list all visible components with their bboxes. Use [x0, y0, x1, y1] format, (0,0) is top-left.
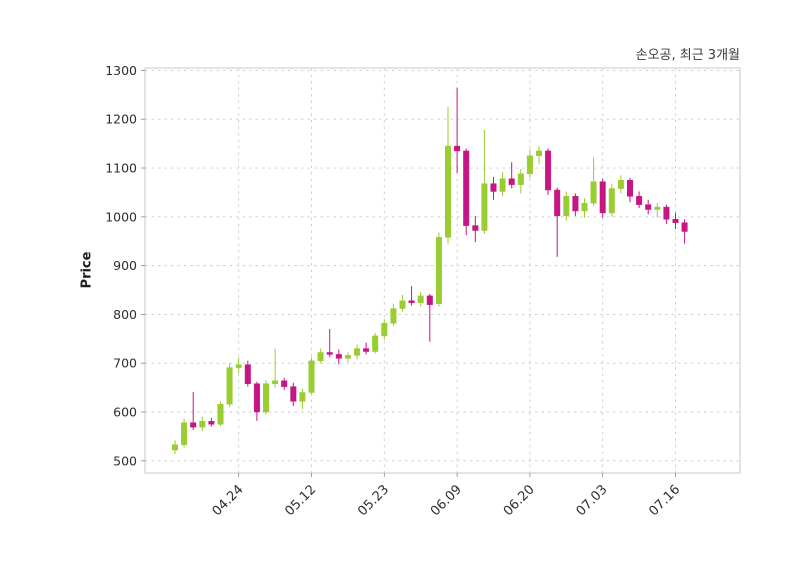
candle-body: [445, 145, 451, 238]
candle-body: [617, 179, 624, 189]
chart-title: 손오공, 최근 3개월: [635, 48, 740, 63]
candle-body: [636, 196, 643, 205]
candle-body: [581, 202, 588, 212]
plot-area: [145, 68, 740, 473]
candle-body: [590, 181, 597, 204]
x-tick-label: 07.03: [574, 482, 611, 519]
candle-body: [454, 145, 461, 152]
candle-body: [672, 219, 679, 223]
x-tick-label: 06.09: [428, 482, 465, 519]
candle-body: [308, 360, 315, 393]
candle-body: [545, 150, 552, 191]
candle-body: [244, 364, 251, 384]
candle-body: [627, 179, 633, 197]
candle-body: [481, 183, 488, 231]
y-tick-label: 800: [113, 307, 137, 322]
candle-body: [508, 178, 515, 185]
x-tick-label: 06.20: [501, 482, 538, 519]
candle-body: [536, 150, 542, 157]
y-tick-label: 900: [113, 258, 137, 273]
candle-body: [390, 308, 397, 324]
candle-body: [572, 196, 579, 212]
candle-body: [526, 155, 533, 175]
candle-body: [499, 178, 506, 192]
candle-body: [426, 295, 433, 305]
x-tick-label: 05.23: [355, 482, 392, 519]
candle-body: [399, 300, 406, 309]
candle-body: [654, 206, 661, 210]
candle-body: [281, 380, 288, 387]
candle-body: [417, 295, 424, 303]
candle-body: [681, 222, 688, 232]
candle-body: [235, 364, 242, 368]
candle-body: [363, 348, 370, 352]
candle-body: [372, 335, 379, 352]
candle-body: [290, 386, 297, 402]
y-tick-label: 700: [113, 356, 137, 371]
candle-body: [253, 383, 260, 413]
candle-body: [226, 367, 233, 405]
candle-body: [554, 189, 561, 217]
y-axis-label: Price: [79, 251, 95, 289]
candle-body: [172, 444, 178, 451]
candle-body: [599, 181, 606, 214]
candle-body: [272, 380, 279, 384]
candle-body: [299, 392, 306, 402]
y-tick-label: 600: [113, 405, 137, 420]
candle-body: [517, 173, 524, 185]
candle-body: [663, 206, 670, 220]
candle-body: [190, 422, 197, 428]
y-tick-label: 1300: [105, 63, 137, 78]
candle-body: [645, 204, 652, 210]
candle-body: [608, 188, 615, 214]
x-tick-label: 04.24: [210, 482, 247, 519]
y-tick-label: 1100: [105, 161, 137, 176]
candle-body: [199, 421, 206, 428]
x-tick-label: 05.12: [282, 482, 319, 519]
candle-body: [181, 422, 188, 445]
candle-body: [563, 196, 570, 217]
candle-body: [354, 348, 360, 356]
candle-body: [472, 225, 479, 231]
candle-body: [317, 352, 324, 362]
candle-body: [408, 300, 415, 303]
candle-body: [381, 322, 388, 337]
candle-body: [463, 150, 470, 226]
plot-border: [144, 67, 741, 474]
y-tick-label: 500: [113, 453, 137, 468]
candle-body: [263, 383, 269, 413]
candle-body: [435, 237, 442, 304]
y-tick-label: 1200: [105, 112, 137, 127]
y-tick-label: 1000: [105, 209, 137, 224]
candle-body: [490, 183, 497, 192]
candle-body: [344, 355, 351, 359]
x-tick-label: 07.16: [646, 482, 683, 519]
candle-body: [335, 354, 342, 359]
candle-body: [217, 403, 224, 425]
candle-body: [326, 352, 333, 355]
candle-body: [208, 421, 215, 425]
